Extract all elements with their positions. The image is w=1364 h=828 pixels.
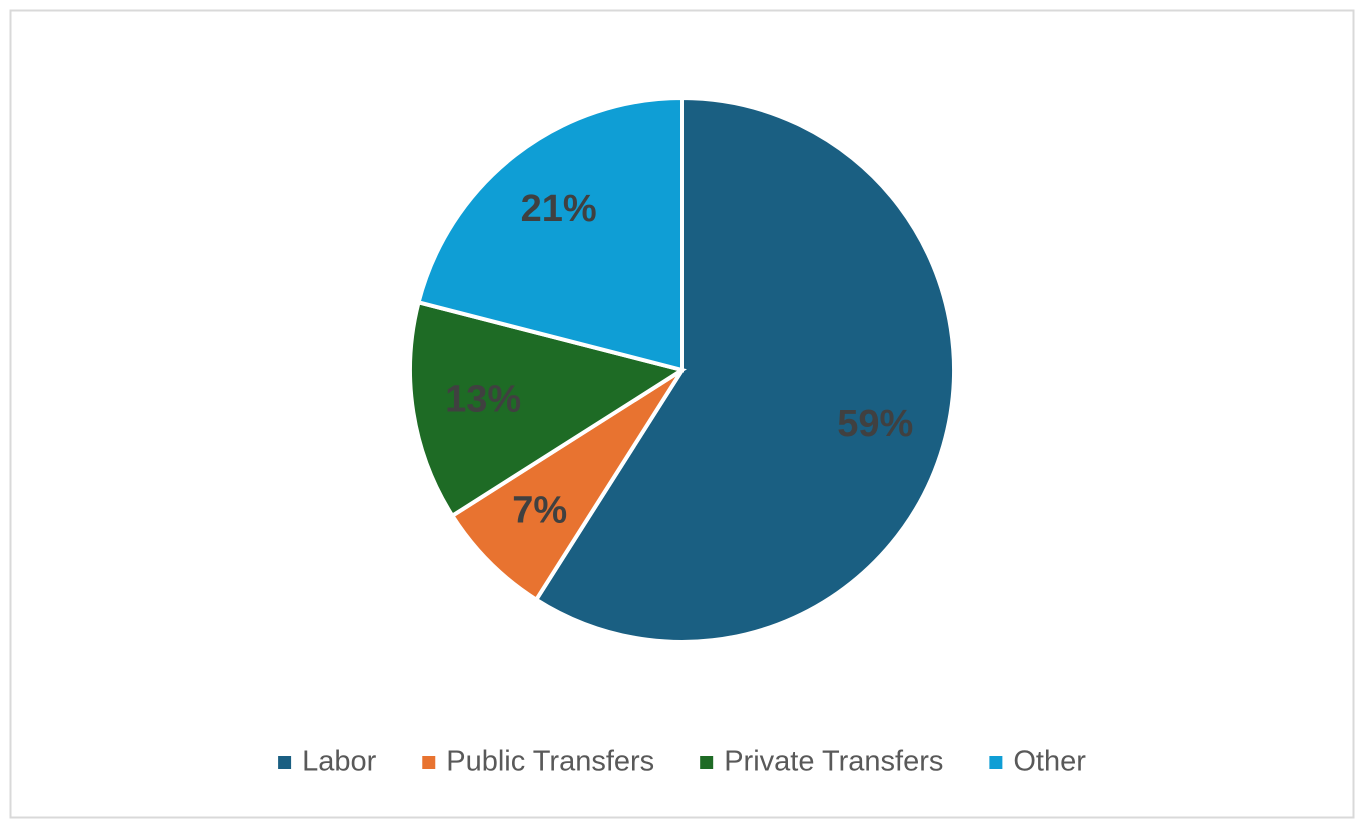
pie-slice [533, 95, 956, 644]
legend-swatch [700, 756, 714, 769]
pie-slice [416, 95, 684, 373]
pie-slice [449, 368, 684, 603]
legend-swatch [989, 756, 1003, 769]
pie-slice [408, 299, 687, 519]
legend-swatch [278, 756, 292, 769]
legend-label: Other [1013, 746, 1086, 778]
data-label: 21% [521, 188, 597, 230]
legend-label: Private Transfers [724, 746, 943, 778]
data-label: 7% [512, 489, 567, 531]
legend-label: Labor [302, 746, 377, 778]
legend-label: Public Transfers [446, 746, 654, 778]
data-label: 59% [837, 403, 913, 445]
legend: Labor Public Transfers Private Transfers Ot… [278, 746, 1086, 778]
legend-swatch [422, 756, 436, 769]
data-label: 13% [445, 379, 521, 421]
